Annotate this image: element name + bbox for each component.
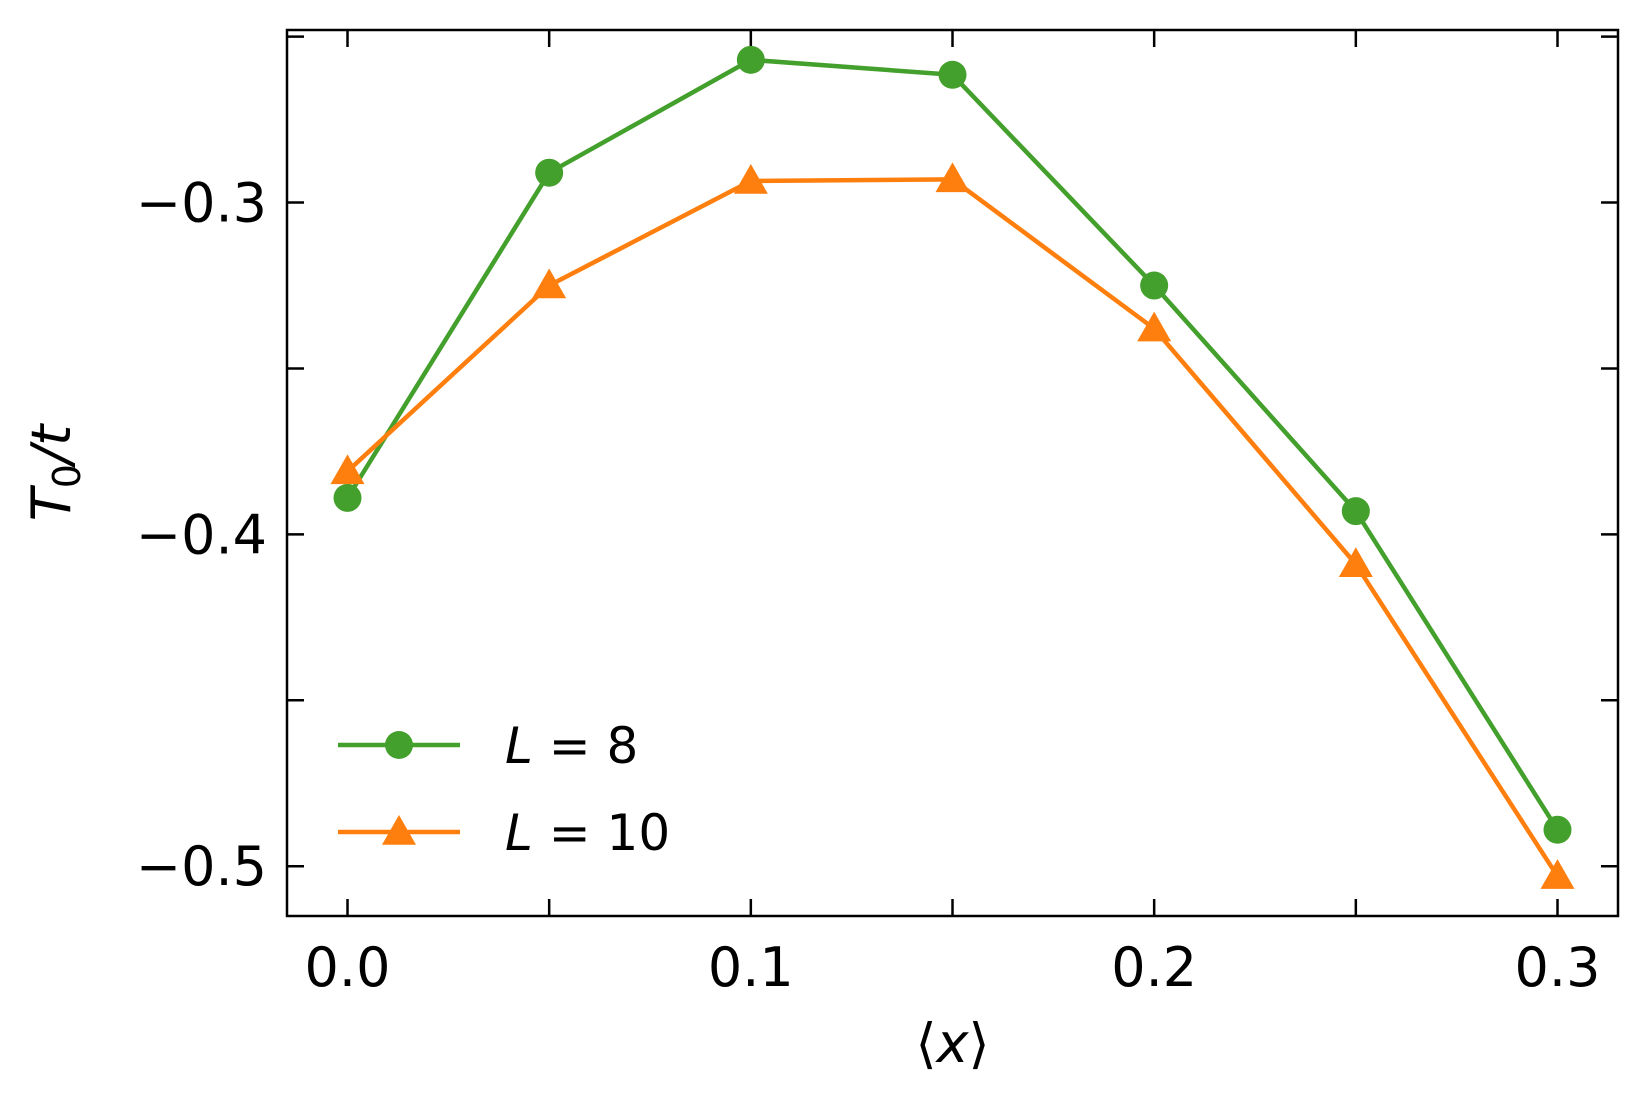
legend-label-2: L = 10	[505, 804, 670, 862]
series-1-point-3	[938, 60, 967, 89]
legend-entry-series-2: L = 10	[338, 804, 670, 862]
series-2-point-1	[532, 268, 567, 299]
series-1-point-5	[1341, 497, 1370, 526]
x-tick-label-0: 0.0	[305, 936, 391, 999]
plot-frame	[285, 28, 1620, 918]
legend: L = 8 L = 10	[338, 717, 670, 862]
x-axis-label: ⟨x⟩	[915, 1012, 989, 1075]
series-1-point-1	[535, 158, 564, 187]
y-tick-label-2: −0.5	[136, 835, 267, 898]
series-1-point-4	[1140, 271, 1169, 300]
series-2-point-4	[1137, 311, 1172, 342]
x-tick-label-2: 0.2	[1111, 936, 1197, 999]
series-2-point-5	[1338, 547, 1373, 578]
legend-entry-series-1: L = 8	[338, 717, 638, 775]
x-tick-label-3: 0.3	[1515, 936, 1601, 999]
legend-swatch-marker-2	[382, 815, 416, 845]
series-1-point-0	[333, 483, 362, 512]
x-tick-label-1: 0.1	[708, 936, 794, 999]
series-2-point-2	[733, 163, 768, 194]
y-axis-label: T0/t	[20, 423, 89, 521]
series-2-point-6	[1540, 859, 1575, 889]
series-1-point-6	[1543, 815, 1572, 844]
y-tick-label-1: −0.4	[136, 503, 267, 566]
series-2-point-0	[330, 454, 365, 485]
legend-label-1: L = 8	[505, 717, 638, 775]
series-1-point-2	[736, 45, 765, 74]
y-tick-label-0: −0.3	[136, 172, 267, 235]
series-layer	[330, 45, 1575, 889]
series-2-point-3	[935, 162, 970, 193]
legend-swatch-marker-1	[385, 731, 413, 759]
tick-labels-layer: 0.0 0.1 0.2 0.3 −0.3 −0.4 −0.5	[136, 172, 1601, 999]
ticks-layer	[287, 30, 1618, 916]
